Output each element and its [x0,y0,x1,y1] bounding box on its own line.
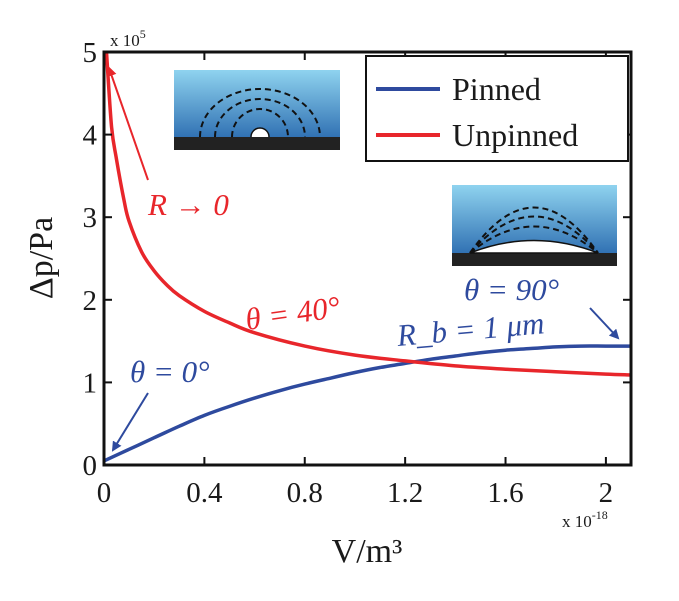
legend: Pinned Unpinned [365,55,629,162]
annotation-arrow-r0 [106,66,149,181]
annotation-rb: R_b = 1 μm [395,305,546,353]
x-tick-label: 2 [599,477,614,509]
y-tick-label: 3 [83,202,98,234]
annotation-r-to-zero: R → 0 [147,187,229,222]
x-multiplier: x 10-18 [562,508,608,531]
plot-frame [102,50,633,467]
series-line-unpinned [104,52,631,377]
annotation-arrow-theta0 [111,392,149,452]
annotation-theta-90: θ = 90° [464,272,559,307]
legend-label-unpinned: Unpinned [452,117,578,153]
annotation-arrow-theta90 [589,307,620,340]
x-tick-label: 1.6 [487,477,523,509]
y-tick-label: 2 [83,285,98,317]
y-tick-label: 5 [83,37,98,69]
y-axis-title: Δp/Pa [23,217,60,299]
x-tick-label: 0.8 [287,477,323,509]
x-tick-label: 0.4 [186,477,223,509]
x-tick-label: 1.2 [387,477,423,509]
y-multiplier: x 105 [110,27,146,50]
inset-pinned-image [452,185,617,266]
y-tick-label: 1 [83,367,98,399]
x-axis-title: V/m³ [332,533,403,570]
y-tick-label: 0 [83,450,98,482]
annotation-theta-0: θ = 0° [130,354,210,389]
x-tick-label: 0 [97,477,112,509]
annotation-theta-40: θ = 40° [243,289,342,337]
y-tick-label: 4 [83,120,98,152]
inset-unpinned-image [174,70,340,150]
legend-label-pinned: Pinned [452,71,541,107]
series-line-pinned [104,344,631,463]
